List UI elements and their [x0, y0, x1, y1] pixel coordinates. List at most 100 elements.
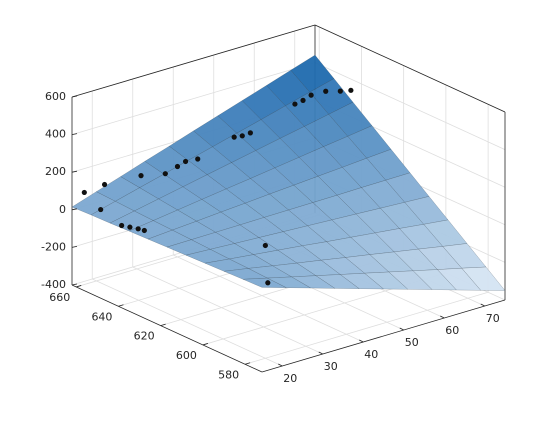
x-tick: [440, 315, 445, 319]
surface-patch: [388, 270, 433, 290]
surface-patch: [71, 191, 116, 216]
surface-patch: [355, 207, 400, 234]
surface-patch: [393, 248, 438, 272]
scatter-points: [81, 87, 354, 286]
surface-patch: [306, 219, 352, 242]
surface-patch: [187, 146, 232, 175]
scatter-point: [138, 173, 144, 179]
surface-patch: [436, 267, 482, 291]
y-tick: [76, 285, 82, 288]
surface-patch: [263, 209, 309, 232]
z-tick: [71, 246, 78, 248]
z-tick-label: 600: [45, 90, 66, 103]
box-edge: [71, 24, 316, 98]
surface-patch: [320, 257, 366, 275]
y-grid-line: [244, 291, 489, 365]
scatter-point: [300, 97, 306, 103]
scatter-point: [348, 87, 354, 93]
surface-patch: [269, 184, 314, 211]
surface-patch: [223, 268, 269, 280]
scatter-point: [337, 88, 343, 94]
x-tick-label: 20: [283, 372, 297, 385]
scatter-point: [127, 224, 133, 230]
y-tick: [118, 304, 124, 307]
x-tick: [480, 303, 485, 307]
surface-patch: [344, 254, 390, 274]
scatter-point: [265, 280, 271, 286]
scatter-point: [141, 227, 147, 234]
x-tick-label: 70: [486, 312, 500, 325]
scatter-point: [174, 163, 181, 170]
surface-patch: [185, 249, 231, 264]
surface-patch: [298, 146, 343, 177]
scatter-point: [162, 171, 168, 177]
surface-patch: [266, 69, 311, 107]
surface-patch: [258, 231, 303, 251]
y-tick: [202, 343, 209, 346]
surface-patch: [290, 54, 335, 93]
surface-patch: [312, 194, 357, 221]
surface-patch: [301, 241, 347, 261]
scatter-point: [98, 206, 104, 213]
scatter-point: [262, 242, 268, 249]
surface: [71, 54, 506, 291]
surface-patch: [442, 243, 487, 269]
x-tick: [318, 351, 323, 355]
x-tick-label: 40: [364, 348, 378, 361]
surface-patch: [347, 125, 392, 159]
box-edge: [314, 24, 506, 113]
z-tick: [71, 170, 78, 173]
z-tick-label: 400: [45, 128, 66, 141]
surface-patch: [317, 167, 362, 196]
y-tick: [160, 323, 166, 326]
surface-patch: [423, 219, 468, 247]
scatter-point: [231, 134, 237, 140]
z-grid-line: [314, 62, 506, 150]
x-grid-line: [173, 254, 364, 343]
tick-labels: -400 -200 0 200 400 600 20 30 40 50 60 70 580 600 620 6…: [41, 90, 500, 385]
scatter-point: [323, 88, 329, 94]
scatter-point: [119, 222, 125, 229]
z-tick: [71, 95, 78, 98]
surface-patch: [242, 277, 287, 288]
scatter-point: [182, 158, 189, 165]
z-tick-label: 200: [45, 165, 66, 178]
scatter-point: [239, 133, 245, 139]
scatter-point: [195, 156, 201, 162]
surface-patch: [461, 266, 506, 291]
surface-patch: [225, 178, 270, 204]
surface-patch: [363, 271, 409, 290]
x-tick: [359, 339, 364, 343]
y-tick-label: 620: [134, 330, 155, 343]
x-tick-label: 50: [405, 336, 419, 349]
x-tick-label: 60: [445, 324, 459, 337]
z-tick-label: -400: [41, 278, 66, 291]
y-tick-label: 600: [176, 349, 197, 362]
scatter-point: [135, 226, 141, 232]
x-tick: [278, 363, 283, 367]
surface-patch: [260, 105, 305, 139]
y-tick-label: 640: [91, 310, 112, 323]
box-edge: [71, 284, 263, 373]
scatter-point: [292, 101, 298, 107]
surface-patch: [128, 220, 173, 240]
y-tick: [244, 362, 251, 365]
x-grid-line: [132, 266, 323, 355]
z-tick: [71, 208, 78, 211]
z-tick-label: -200: [41, 240, 66, 253]
scatter-point: [101, 181, 108, 188]
x-grid-line: [92, 278, 283, 367]
scatter-point: [247, 130, 253, 136]
y-tick-label: 580: [218, 368, 239, 381]
x-tick-label: 30: [324, 360, 338, 373]
surface-patch: [309, 78, 354, 115]
surface-patch: [360, 179, 406, 209]
z-tick: [71, 133, 78, 135]
z-tick: [71, 283, 78, 286]
surface-patch: [379, 202, 425, 229]
x-tick: [399, 327, 404, 331]
box-edge: [261, 299, 506, 373]
surface-patch: [325, 237, 371, 258]
